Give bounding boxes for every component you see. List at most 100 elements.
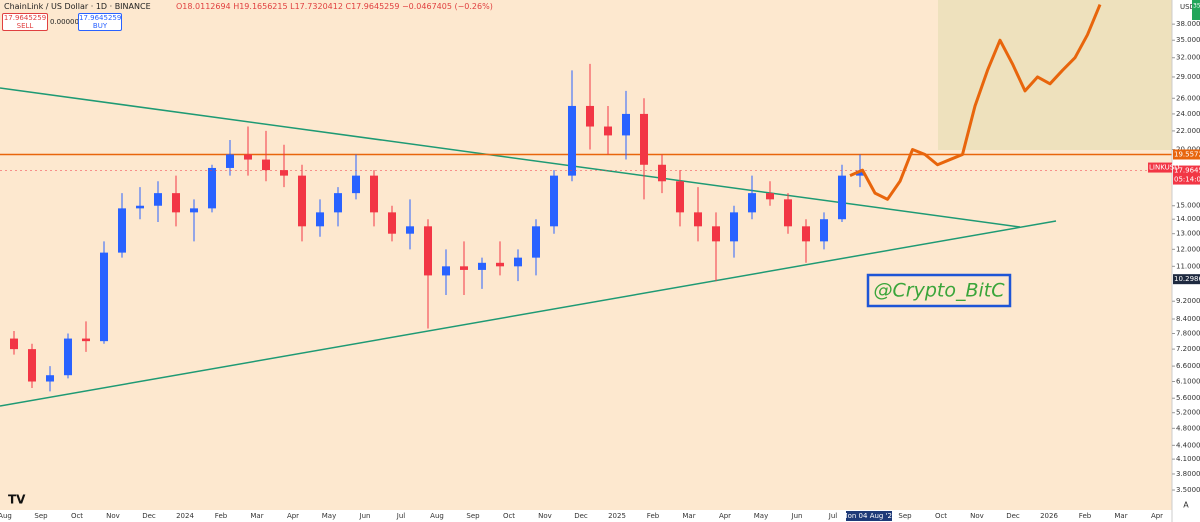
x-tick-label: Feb [1079, 512, 1092, 520]
auto-scale[interactable]: A [1183, 501, 1189, 510]
y-tick-label: 35.00000 [1176, 36, 1200, 44]
candle-body [190, 208, 198, 213]
candle-body [262, 159, 270, 171]
candle-body [46, 375, 54, 382]
badge-bg [1192, 0, 1200, 20]
candle-body [478, 262, 486, 270]
candle-body [352, 175, 360, 194]
target-zone [938, 0, 1172, 150]
y-tick-label: 7.80000 [1176, 329, 1200, 337]
candle-body [298, 175, 306, 227]
trendline [0, 87, 1021, 228]
trendline [0, 220, 1057, 407]
price-tag [1173, 149, 1200, 160]
candle-body [802, 226, 810, 242]
buy-price: 17.9645259 [79, 14, 122, 22]
price-tag [1173, 274, 1200, 285]
price-tag [1173, 174, 1200, 185]
x-tick-label: Aug [0, 512, 12, 520]
candle-body [766, 193, 774, 200]
x-tick-label: Mar [682, 512, 695, 520]
x-tick-label: Oct [71, 512, 83, 520]
y-tick-label: 4.80000 [1176, 424, 1200, 432]
candle-body [100, 252, 108, 342]
candle-body [388, 212, 396, 234]
x-tick-label: May [322, 512, 336, 520]
candle-body [28, 349, 36, 382]
candle-body [586, 105, 594, 127]
x-tick-label: Nov [106, 512, 120, 520]
x-tick-label: 2026 [1040, 512, 1058, 520]
x-tick-label: Feb [215, 512, 228, 520]
sell-button[interactable]: 17.9645259 SELL [2, 13, 48, 31]
x-tick-label: Nov [970, 512, 984, 520]
x-tick-label: Apr [1151, 512, 1163, 520]
x-tick-label: 2025 [608, 512, 626, 520]
y-tick-label: 24.00000 [1176, 110, 1200, 118]
y-tick-label: 29.00000 [1176, 73, 1200, 81]
y-tick-label: 5.60000 [1176, 394, 1200, 402]
close: C17.9645259 [345, 2, 400, 11]
candle-body [658, 164, 666, 182]
y-tick-label: 6.10000 [1176, 378, 1200, 386]
x-tick-label: Oct [503, 512, 515, 520]
candle-body [730, 212, 738, 242]
price-axis [1172, 0, 1200, 522]
y-tick-label: 12.00000 [1176, 245, 1200, 253]
candle-body [442, 266, 450, 276]
x-tick-label: Sep [466, 512, 480, 520]
y-tick-label: 7.20000 [1176, 345, 1200, 353]
x-tick-label: Mon 04 Aug '25 [842, 512, 897, 520]
x-tick-label: Apr [719, 512, 731, 520]
price-tag-label: 17.96459 [1174, 167, 1200, 175]
x-tick-label: Mar [250, 512, 263, 520]
x-tick-label: Apr [287, 512, 299, 520]
projection-path [849, 4, 1102, 201]
crosshair-date-bg [846, 511, 892, 521]
x-tick-label: Dec [574, 512, 588, 520]
candle-body [118, 208, 126, 253]
watermark-box [866, 273, 1012, 308]
logo: TV [8, 493, 26, 507]
candle-body [10, 338, 18, 350]
x-tick-label: 2024 [176, 512, 194, 520]
y-tick-label: 11.00000 [1176, 262, 1200, 270]
x-tick-label: Dec [142, 512, 156, 520]
y-tick-label: 22.00000 [1176, 127, 1200, 135]
candle-body [820, 219, 828, 242]
candle-body [172, 193, 180, 213]
candle-body [622, 113, 630, 136]
candle-body [784, 199, 792, 227]
candle-body [370, 175, 378, 213]
price-tag [1148, 162, 1172, 173]
watermark: @Crypto_BitC [874, 280, 1006, 302]
x-tick-label: Oct [935, 512, 947, 520]
candle-body [712, 226, 720, 242]
candle-body [568, 105, 576, 176]
change: −0.0467405 (−0.26%) [401, 2, 493, 11]
candle-body [334, 193, 342, 213]
badge: 35 [1193, 3, 1200, 10]
x-tick-label: Jun [791, 512, 803, 520]
currency: USD [1180, 3, 1195, 11]
price-tag-label: 19.55726 [1174, 150, 1200, 158]
price-tag-label: 05:14:05 [1174, 176, 1200, 184]
sell-price: 17.9645259 [3, 14, 47, 22]
candle-body [748, 193, 756, 213]
y-tick-label: 5.20000 [1176, 409, 1200, 417]
candle-body [460, 266, 468, 270]
candle-body [424, 226, 432, 276]
x-tick-label: Dec [1006, 512, 1020, 520]
high: H19.1656215 [233, 2, 288, 11]
y-tick-label: 4.40000 [1176, 441, 1200, 449]
x-tick-label: Jun [359, 512, 371, 520]
candle-body [838, 175, 846, 220]
x-tick-label: Jul [396, 512, 406, 520]
y-tick-label: 9.20000 [1176, 297, 1200, 305]
x-tick-label: May [754, 512, 768, 520]
buy-button[interactable]: 17.9645259 BUY [78, 13, 122, 31]
candle-body [280, 170, 288, 176]
x-tick-label: Mar [1114, 512, 1127, 520]
price-tag-label: LINKUSD [1149, 164, 1180, 172]
